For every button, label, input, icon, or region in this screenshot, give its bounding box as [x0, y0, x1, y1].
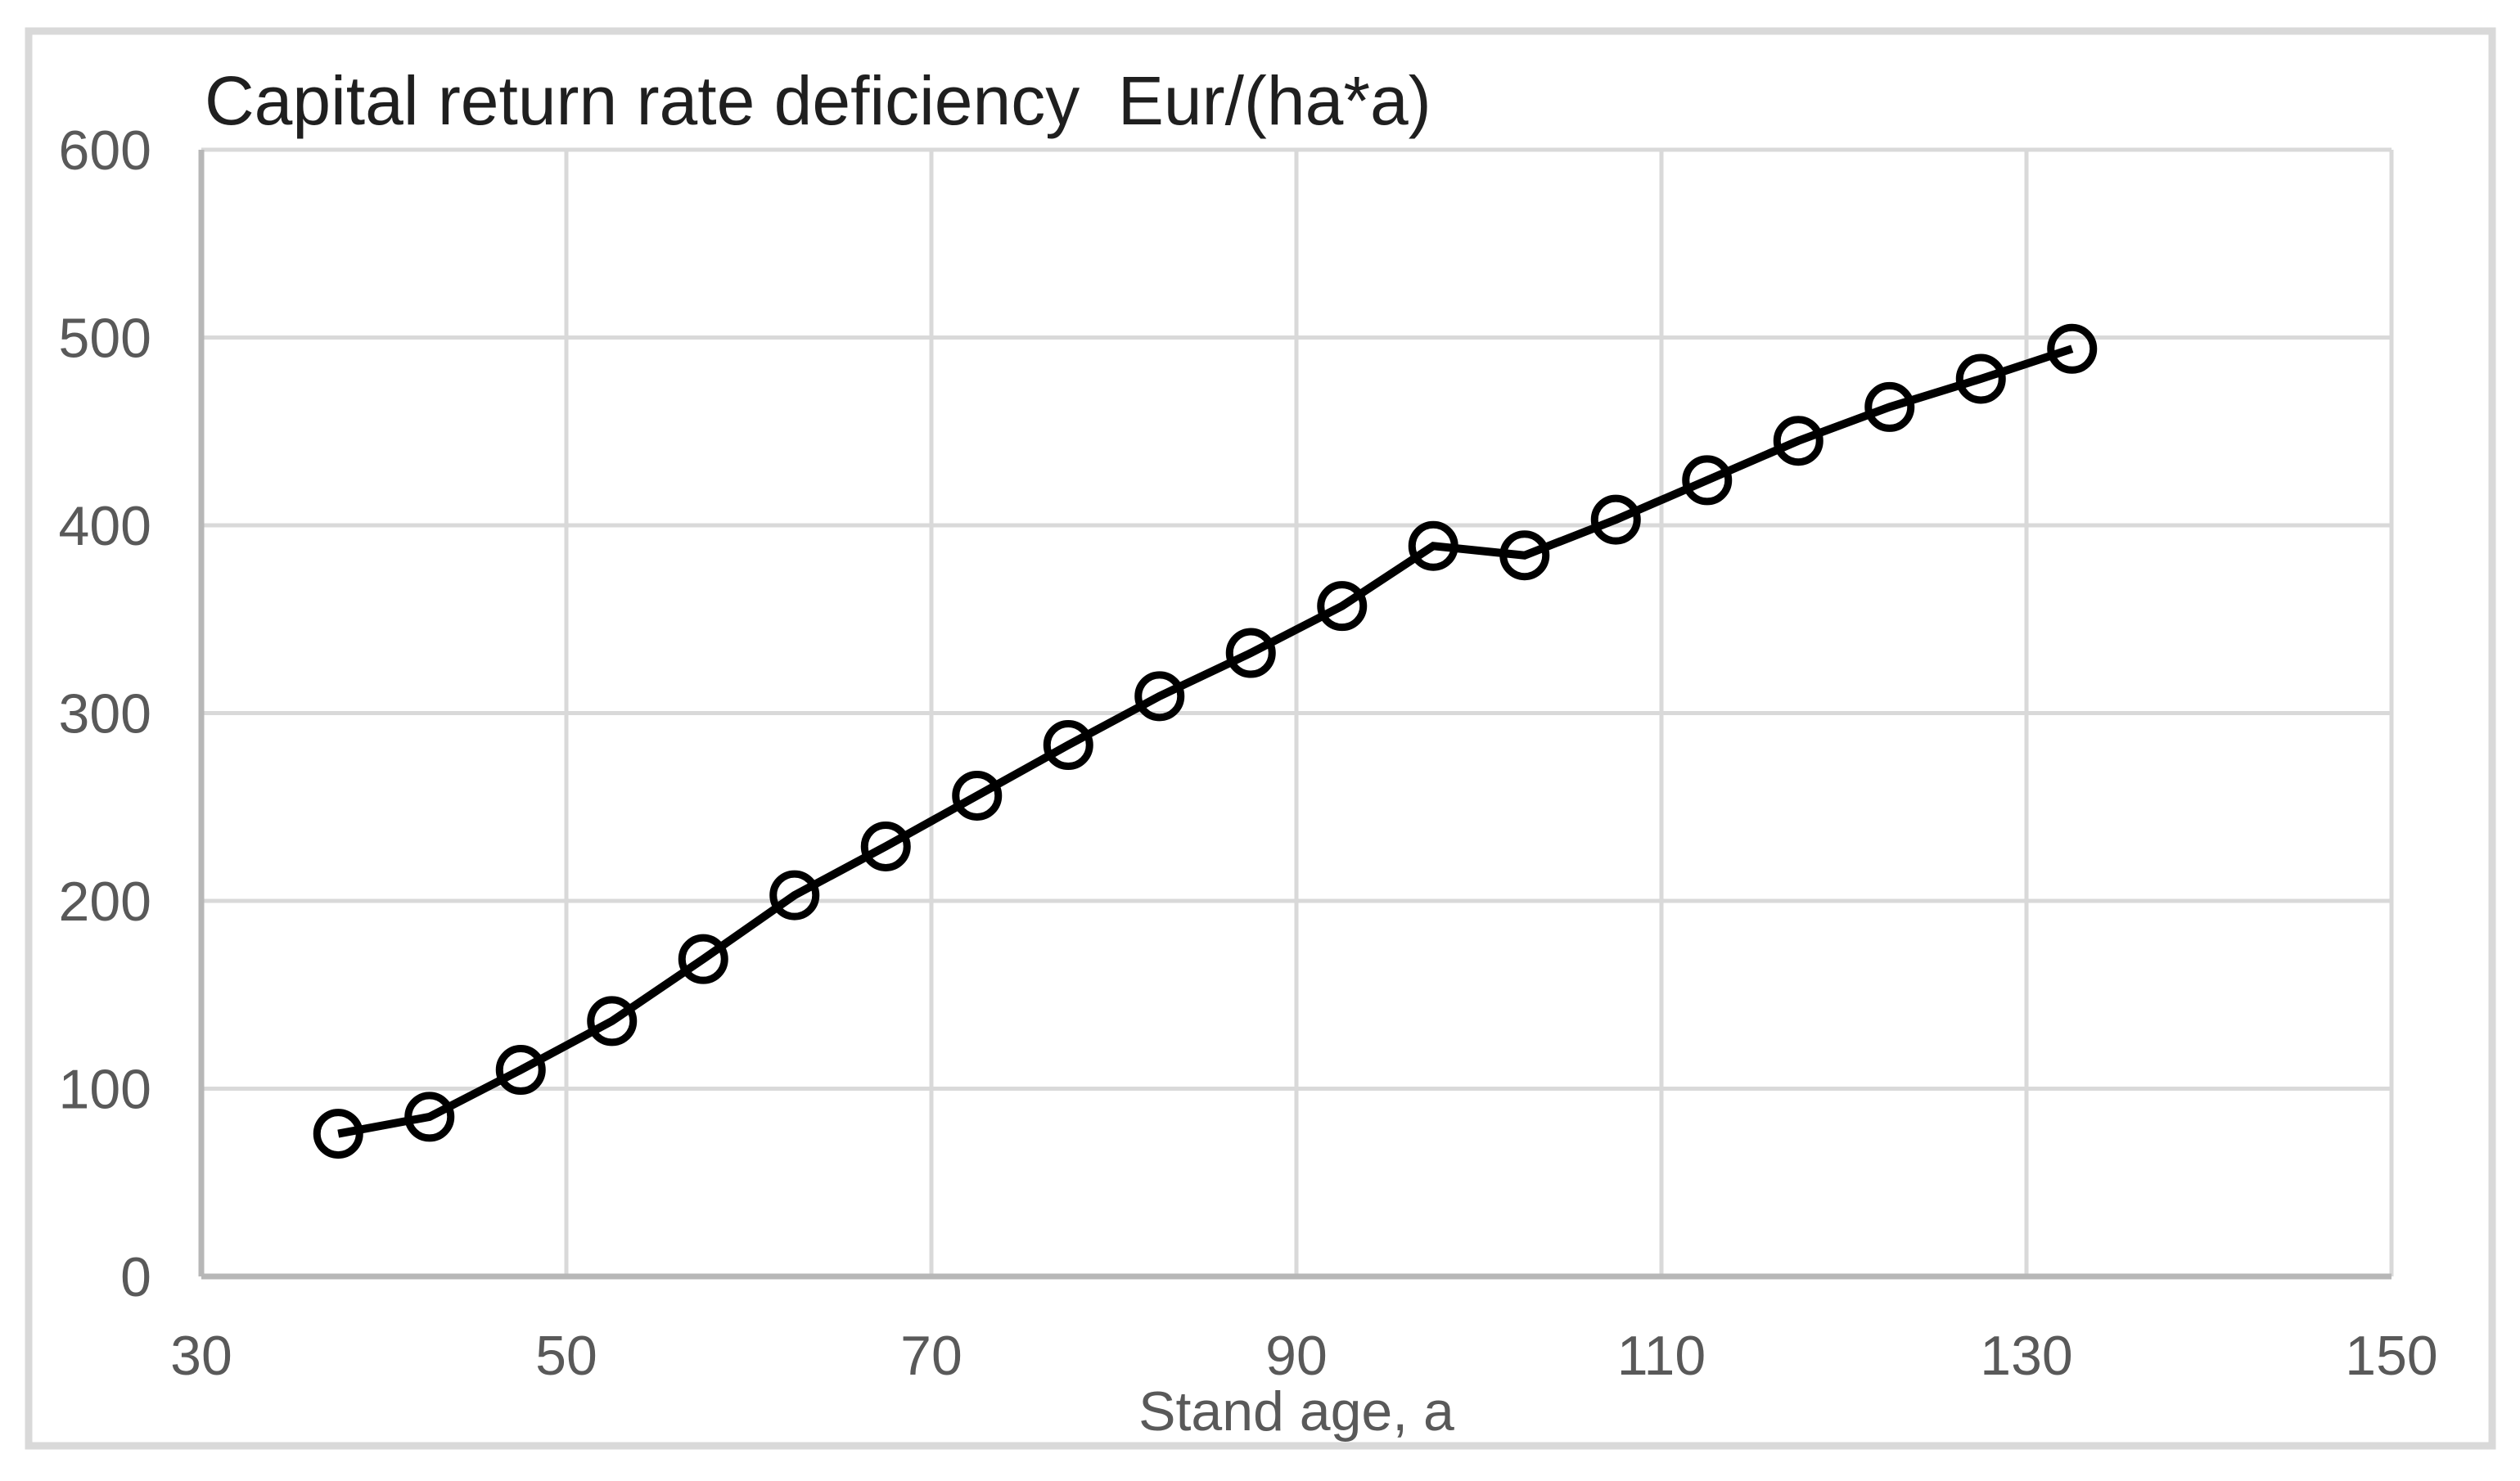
data-point-marker: [404, 1092, 455, 1142]
data-point-marker: [1408, 520, 1458, 571]
data-point-marker: [1682, 455, 1733, 506]
x-tick-label: 70: [900, 1325, 962, 1387]
data-point-marker: [1134, 671, 1185, 722]
data-point-marker: [1773, 416, 1824, 466]
x-tick-label: 50: [535, 1325, 597, 1387]
y-tick-label: 400: [59, 495, 151, 557]
data-point-marker: [1225, 628, 1276, 678]
data-point-marker: [1955, 353, 2006, 404]
y-tick-label: 200: [59, 871, 151, 933]
data-point-marker: [1590, 494, 1641, 545]
y-tick-label: 300: [59, 683, 151, 745]
chart-border: [25, 27, 2496, 1450]
x-tick-label: 90: [1265, 1325, 1328, 1387]
data-point-marker: [1499, 530, 1550, 581]
x-axis-title: Stand age, a: [1138, 1380, 1454, 1443]
data-point-marker: [769, 870, 820, 921]
x-tick-label: 30: [170, 1325, 232, 1387]
x-tick-label: 110: [1617, 1325, 1706, 1387]
data-point-marker: [587, 996, 638, 1047]
axis-lines: [198, 150, 2392, 1280]
data-point-marker: [1317, 581, 1368, 632]
x-axis-tick-labels: 30 50 70 90 110 130 150: [170, 1325, 2438, 1387]
y-axis-tick-labels: 0 100 200 300 400 500 600: [59, 119, 151, 1308]
data-point-marker: [1043, 720, 1093, 771]
y-tick-label: 0: [120, 1246, 151, 1308]
series-line-with-markers: [313, 323, 2098, 1159]
data-point-marker: [678, 934, 728, 984]
data-point-marker: [952, 770, 1003, 821]
data-point-marker: [1864, 381, 1915, 432]
gridlines: [201, 147, 2394, 1276]
x-tick-label: 130: [1980, 1325, 2072, 1387]
x-tick-label: 150: [2345, 1325, 2437, 1387]
data-point-marker: [2047, 323, 2098, 374]
chart-title: Capital return rate deficiency Eur/(ha*a…: [205, 62, 1431, 139]
y-tick-label: 100: [59, 1059, 151, 1121]
data-point-marker: [313, 1109, 363, 1159]
data-point-marker: [495, 1045, 546, 1096]
y-tick-label: 600: [59, 119, 151, 182]
data-point-marker: [860, 821, 911, 871]
y-tick-label: 500: [59, 308, 151, 370]
